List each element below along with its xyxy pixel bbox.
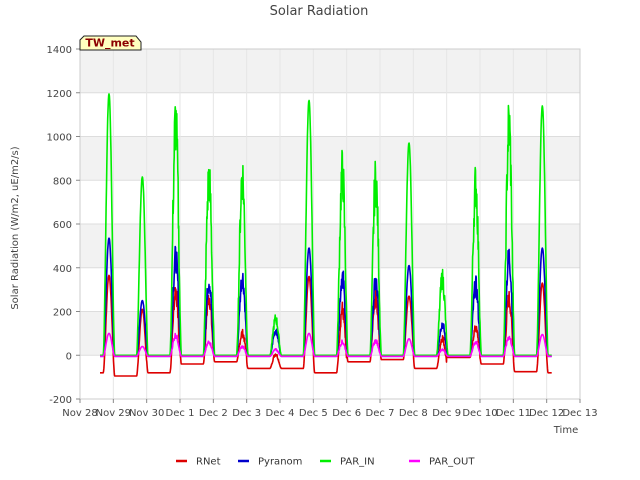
series-layer [99, 93, 553, 377]
plot-band [80, 136, 580, 181]
x-tick-label: Dec 7 [366, 408, 395, 419]
x-tick-label: Dec 6 [332, 408, 361, 419]
x-tick-label: Dec 8 [399, 408, 428, 419]
x-tick-label: Dec 1 [166, 408, 195, 419]
y-tick-label: 400 [53, 264, 72, 275]
x-tick-label: Nov 28 [62, 408, 97, 419]
plot-background [80, 49, 580, 399]
legend: RNet Pyranom PAR_IN PAR_OUT [176, 457, 475, 468]
x-tick-label: Dec 9 [432, 408, 461, 419]
plot-band [80, 92, 580, 137]
y-tick-label: -200 [49, 395, 72, 406]
y-tick-label: 0 [66, 351, 72, 362]
plot-band [80, 267, 580, 312]
x-tick-label: Dec 2 [199, 408, 228, 419]
annotation-box [79, 35, 142, 51]
x-tick-label: Nov 29 [96, 408, 131, 419]
plot-band [80, 224, 580, 268]
plot-band [80, 355, 580, 399]
x-tick-label: Dec 3 [232, 408, 261, 419]
y-tick-label: 1000 [47, 133, 72, 144]
x-tick-label: Dec 13 [562, 408, 597, 419]
x-tick-label: Dec 12 [529, 408, 564, 419]
x-tick-label: Dec 10 [462, 408, 497, 419]
annotation-text: TW_met [85, 37, 134, 50]
x-tick-label: Dec 5 [299, 408, 328, 419]
y-tick-label: 1400 [47, 45, 72, 56]
legend-label: PAR_OUT [429, 457, 475, 468]
annotation-badge: TW_met [79, 35, 142, 51]
series-line-rnet [99, 274, 553, 377]
plot-band [80, 311, 580, 356]
series-line-par-out [99, 332, 553, 358]
x-tick-label: Dec 11 [496, 408, 531, 419]
legend-label: PAR_IN [340, 457, 375, 468]
x-tick-label: Nov 30 [129, 408, 164, 419]
plot-band [80, 180, 580, 224]
plot-band [80, 49, 580, 93]
y-tick-label: 1200 [47, 89, 72, 100]
y-tick-label: 600 [53, 220, 72, 231]
x-tick-label: Dec 4 [266, 408, 295, 419]
y-tick-label: 200 [53, 308, 72, 319]
series-line-par-in [99, 93, 553, 357]
chart-title: Solar Radiation [270, 4, 369, 19]
y-axis-label: Solar Radiation (W/m2, uE/m2/s) [10, 146, 21, 309]
y-axis-ticks: -200 0 200 400 600 800 1000 1200 1400 [47, 45, 80, 406]
y-tick-label: 800 [53, 176, 72, 187]
legend-label: Pyranom [258, 457, 302, 468]
legend-label: RNet [196, 457, 221, 468]
x-axis-label: Time [553, 425, 578, 436]
